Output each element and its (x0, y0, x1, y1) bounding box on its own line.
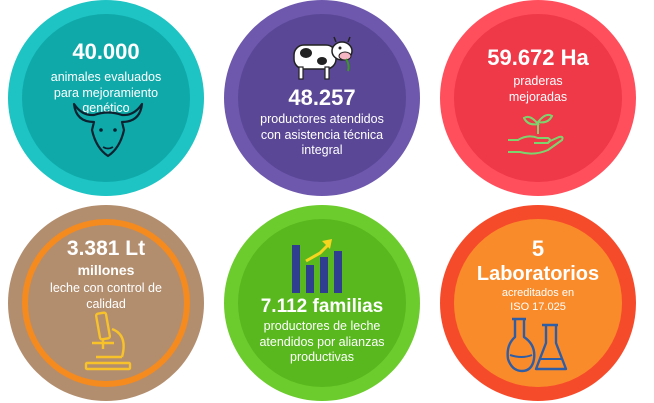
inner-ring (22, 219, 190, 387)
stat-value: 5 (531, 236, 545, 261)
stat-label: leche con control de calidad (50, 281, 162, 311)
inner-ring (238, 14, 406, 182)
growth-chart-icon (292, 239, 342, 293)
inner-ring (238, 219, 406, 387)
stat-label: acreditados en ISO 17.025 (501, 287, 575, 313)
stat-card-praderas: 59.672 Ha praderas mejoradas (440, 0, 636, 196)
stat-value: 7.112 familias (260, 296, 384, 317)
stat-label: praderas mejoradas (508, 74, 568, 104)
flask-icon (506, 317, 568, 373)
inner-ring (454, 219, 622, 387)
stat-value: 48.257 (288, 85, 356, 110)
plant-hand-icon (508, 113, 564, 155)
stat-card-leche: 3.381 Lt millones leche con control de c… (8, 205, 204, 401)
stat-card-animales: 40.000 animales evaluados para mejoramie… (8, 0, 204, 196)
stat-value: 3.381 Lt (66, 237, 146, 260)
cow-icon (293, 36, 353, 80)
stat-label: productores de leche atendidos por alian… (259, 319, 385, 365)
microscope-icon (84, 311, 132, 371)
stat-label: animales evaluados para mejoramiento gen… (50, 70, 162, 116)
stat-value-unit: millones (77, 262, 135, 278)
stat-value-unit: Laboratorios (476, 263, 600, 285)
stat-card-productores: 48.257 productores atendidos con asisten… (224, 0, 420, 196)
stat-label: productores atendidos con asistencia téc… (260, 112, 384, 158)
stat-value: 40.000 (72, 39, 140, 64)
stat-card-laboratorios: 5 Laboratorios acreditados en ISO 17.025 (440, 205, 636, 401)
stat-card-familias: 7.112 familias productores de leche aten… (224, 205, 420, 401)
bull-icon (72, 102, 144, 158)
stat-value: 59.672 Ha (487, 45, 589, 70)
